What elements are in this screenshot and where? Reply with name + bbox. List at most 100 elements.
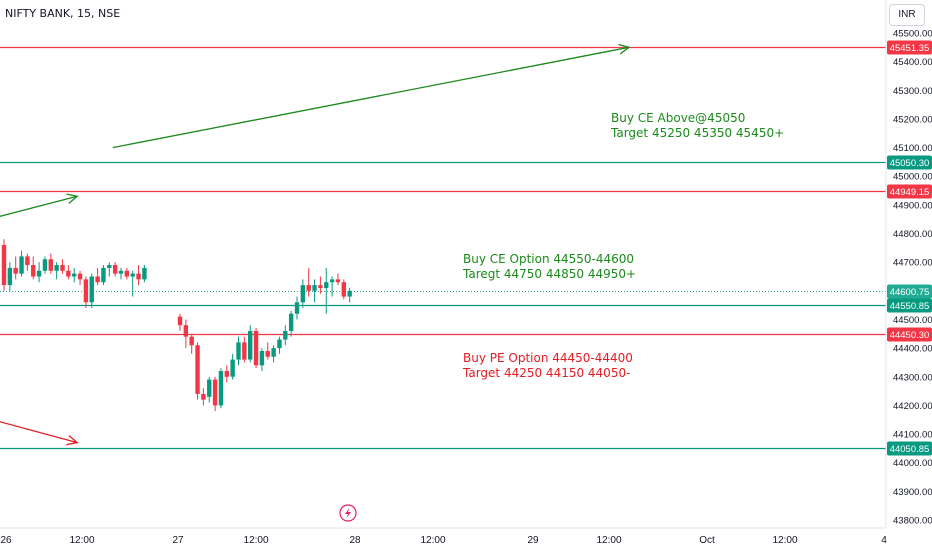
y-tick-label: 44900.00 [893,200,932,211]
y-tick-label: 45400.00 [893,57,932,68]
candle [277,336,282,354]
candle-body [130,273,135,277]
candle [7,262,13,291]
candle [236,336,241,366]
candle-body [253,330,259,366]
trend-arrow [0,421,79,446]
price-level-label: 44949.15 [890,187,930,198]
price-level-label: 44550.85 [890,301,930,312]
price-level-badge [887,155,932,170]
candle-body [283,330,288,340]
event-lightning-icon[interactable] [339,504,357,522]
x-tick-label: 12:00 [596,535,621,546]
candle-body [324,282,329,288]
candle [112,262,118,277]
trend-arrows [0,43,631,446]
annotation-buy-pe-option: Buy PE Option 44450-44400 Target 44250 4… [463,351,633,381]
candle-body [1,244,7,286]
annotation-line: Buy CE Option 44550-44600 [463,252,635,266]
candle-body [288,313,294,331]
arrow-head [66,193,79,204]
candle [95,267,100,286]
price-axis: 45500.00 45400.00 45300.00 45200.00 45100.00… [885,0,932,528]
candle-body [48,259,53,271]
candle-body [136,273,141,280]
price-level-label: 44450.30 [890,330,930,341]
time-axis: 26 12:00 27 12:00 28 12:00 29 12:00 Oct 12:00 4 [0,527,887,546]
candlestick-series [1,239,352,412]
candle [294,296,300,320]
x-tick-label: 29 [527,535,539,546]
candle-body [25,256,30,266]
x-tick-label: 12:00 [420,535,445,546]
candle [42,256,48,274]
annotation-line: Target 45250 45350 45450+ [611,126,785,140]
candle-body [259,350,265,366]
candle [230,353,235,380]
arrow-head [618,43,631,55]
candle [300,279,306,309]
candle [283,325,288,346]
candle-body [335,279,341,283]
candle-body [207,379,212,397]
candle [54,262,59,280]
candle-body [77,273,83,280]
candle [142,265,147,283]
candle-body [212,379,218,406]
candle [25,253,30,271]
candle-body [112,265,118,274]
candle [218,368,224,409]
candle [324,267,329,314]
annotation-line: Target 44250 44150 44050- [463,366,631,380]
candle [288,310,294,337]
candle-body [89,276,94,303]
candle [101,265,106,286]
candle [265,342,270,360]
y-tick-label: 45000.00 [893,172,932,183]
candle-body [72,273,77,277]
last-price-badge [887,284,932,299]
candle-body [294,302,300,314]
last-price-label: 44600.75 [890,287,930,298]
x-tick-label: 12:00 [772,535,797,546]
candle [66,265,71,280]
candle [60,259,65,274]
candle [124,267,130,280]
candle [212,376,218,412]
candle-body [306,285,311,291]
arrow-shaft [112,46,630,149]
trend-arrow [0,193,79,218]
candle-body [329,279,335,283]
trend-arrow [112,43,631,149]
y-tick-label: 44800.00 [893,229,932,240]
candle-body [42,259,48,271]
price-level-badge [887,441,932,456]
candle [48,253,53,274]
y-tick-label: 45500.00 [893,29,932,40]
y-tick-label: 44200.00 [893,401,932,412]
candle [130,270,135,297]
y-tick-label: 43900.00 [893,487,932,498]
candle-body [95,276,100,283]
candle-body [36,270,42,277]
y-tick-label: 44100.00 [893,430,932,441]
candle [347,287,352,303]
arrow-shaft [0,421,78,444]
candle [1,239,7,291]
candle [107,262,112,277]
price-level-badge [887,298,932,313]
candle-body [312,285,317,291]
candle-body [31,265,36,277]
candle-body [248,330,253,360]
candle [224,365,229,383]
candle [329,276,335,297]
candle-body [83,279,89,303]
y-tick-label: 45200.00 [893,114,932,125]
currency-button[interactable]: INR [889,4,925,26]
candle [19,250,24,277]
candle [77,270,83,286]
candle [253,328,259,369]
price-level-badge [887,327,932,342]
symbol-title: NIFTY BANK, 15, NSE [5,7,121,20]
